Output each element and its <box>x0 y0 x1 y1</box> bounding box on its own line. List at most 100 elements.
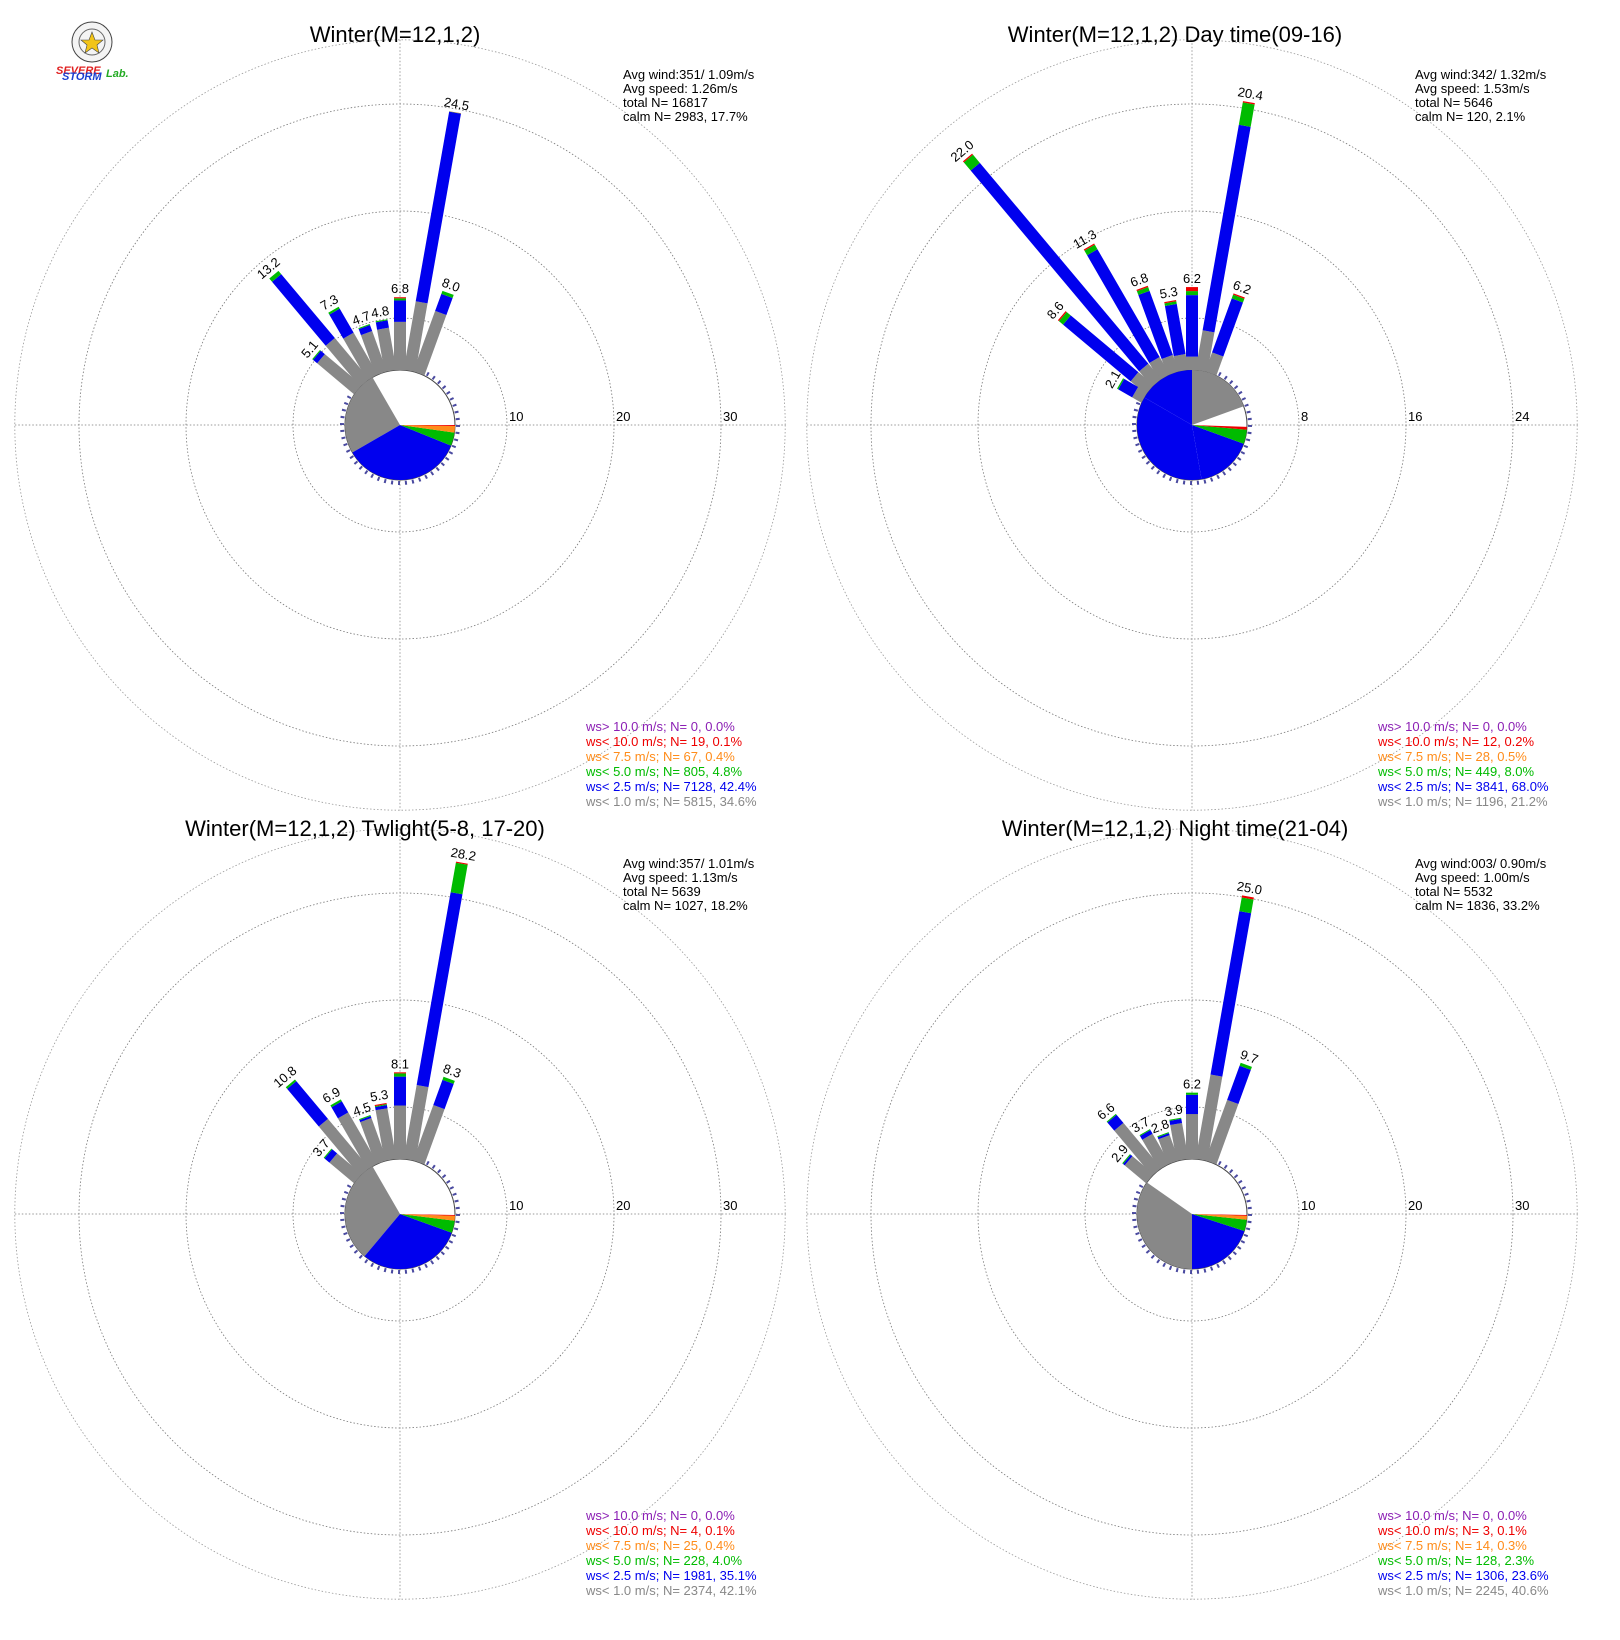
bar-value-label: 25.0 <box>1236 878 1264 897</box>
panel-title: Winter(M=12,1,2) <box>310 22 481 47</box>
calm-pie-sector <box>364 1214 452 1269</box>
bar-value-label: 9.7 <box>1238 1047 1260 1067</box>
legend-entry: ws> 10.0 m/s; N= 0, 0.0% <box>585 1508 735 1523</box>
stats-line: Avg speed: 1.53m/s <box>1415 81 1530 96</box>
legend-entry: ws< 5.0 m/s; N= 805, 4.8% <box>585 764 743 779</box>
wind-bar-segment <box>272 274 335 346</box>
bar-value-label: 5.3 <box>1158 284 1178 302</box>
wind-bar-segment <box>441 290 454 298</box>
panel-title: Winter(M=12,1,2) Night time(21-04) <box>1002 816 1349 841</box>
ring-label: 30 <box>723 1198 737 1213</box>
bar-value-label: 24.5 <box>443 94 471 113</box>
bar-value-label: 6.8 <box>1128 270 1150 290</box>
wind-bar-segment <box>1161 354 1179 376</box>
wind-bar-segment <box>1124 1156 1154 1184</box>
stats-line: Avg wind:342/ 1.32m/s <box>1415 67 1547 82</box>
calm-pie-sector <box>400 425 455 426</box>
wind-bar-segment <box>1202 124 1251 333</box>
ring-label: 24 <box>1515 409 1529 424</box>
bar-value-label: 2.8 <box>1149 1116 1171 1136</box>
wind-bar-segment <box>1132 386 1148 403</box>
wind-bar-segment <box>1138 290 1173 360</box>
wind-bar-segment <box>1142 1133 1170 1170</box>
bar-value-label: 8.1 <box>391 1056 409 1071</box>
wind-bar-segment <box>1195 330 1215 372</box>
ring-circle <box>292 1106 508 1322</box>
legend-entry: ws< 2.5 m/s; N= 3841, 68.0% <box>1377 779 1549 794</box>
stats-line: total N= 5639 <box>623 884 701 899</box>
calm-pie-sector <box>1192 1214 1247 1216</box>
wind-bar-segment <box>360 1118 387 1165</box>
legend-entry: ws< 5.0 m/s; N= 128, 2.3% <box>1377 1553 1535 1568</box>
wind-bar-segment <box>375 320 389 330</box>
wind-bar-segment <box>1083 243 1095 251</box>
wind-bar-segment <box>329 308 354 339</box>
calm-pie-sector <box>1192 425 1244 480</box>
wind-bar-segment <box>330 1099 342 1108</box>
wind-bar-segment <box>313 350 325 364</box>
stats-line: total N= 5646 <box>1415 95 1493 110</box>
wind-bar-segment <box>413 310 447 376</box>
legend-entry: ws> 10.0 m/s; N= 0, 0.0% <box>585 719 735 734</box>
wind-bar-segment <box>1239 1062 1252 1070</box>
legend-entry: ws< 5.0 m/s; N= 449, 8.0% <box>1377 764 1535 779</box>
legend-entry: ws< 7.5 m/s; N= 14, 0.3% <box>1377 1538 1527 1553</box>
wind-bar-segment <box>1212 298 1243 357</box>
panel-title: Winter(M=12,1,2) Twlight(5-8, 17-20) <box>185 816 545 841</box>
wind-bar-segment <box>1173 353 1189 372</box>
calm-pie-sector <box>400 425 455 446</box>
legend-entry: ws< 7.5 m/s; N= 67, 0.4% <box>585 749 735 764</box>
legend-entry: ws< 2.5 m/s; N= 7128, 42.4% <box>585 779 757 794</box>
stats-line: Avg wind:003/ 0.90m/s <box>1415 856 1547 871</box>
calm-pie-sector <box>1144 370 1192 425</box>
ring-label: 30 <box>723 409 737 424</box>
bar-value-label: 8.3 <box>441 1061 463 1081</box>
wind-bar-segment <box>413 1104 445 1165</box>
wind-bar-segment <box>1205 352 1224 376</box>
minor-direction-ticks <box>340 1154 460 1274</box>
stats-line: Avg wind:357/ 1.01m/s <box>623 856 755 871</box>
ring-label: 10 <box>509 1198 523 1213</box>
wind-rose-panel-3: 10 20 3028.28.38.15.34.56.910.83.7Winter(M… <box>14 816 786 1600</box>
legend-entry: ws< 1.0 m/s; N= 2245, 40.6% <box>1377 1583 1549 1598</box>
wind-bar-segment <box>1139 1129 1151 1137</box>
logo-seal-inner-ring <box>78 28 106 56</box>
wind-bar-segment <box>1210 911 1252 1077</box>
wind-bar-segment <box>343 332 378 381</box>
legend-entry: ws< 10.0 m/s; N= 19, 0.1% <box>585 734 743 749</box>
legend-entry: ws< 1.0 m/s; N= 2374, 42.1% <box>585 1583 757 1598</box>
stats-line: Avg speed: 1.26m/s <box>623 81 738 96</box>
wind-bar-segment <box>337 1112 378 1170</box>
wind-bar-segment <box>358 325 373 336</box>
wind-bar-segment <box>360 331 387 376</box>
stats-line: total N= 5532 <box>1415 884 1493 899</box>
ring-circle <box>1084 317 1300 533</box>
wind-rose-panel-1: 10 20 3024.58.06.84.84.77.313.25.1Winter(M… <box>14 22 786 811</box>
legend-entry: ws> 10.0 m/s; N= 0, 0.0% <box>1377 719 1527 734</box>
wind-bar-segment <box>317 354 362 395</box>
bar-value-label: 20.4 <box>1237 84 1265 103</box>
wind-bar-segment <box>329 1153 362 1184</box>
panel-title: Winter(M=12,1,2) Day time(09-16) <box>1008 22 1342 47</box>
wind-bar-segment <box>287 1081 328 1127</box>
stats-line: calm N= 1836, 33.2% <box>1415 898 1540 913</box>
wind-bar-segment <box>328 306 340 315</box>
stats-line: total N= 16817 <box>623 95 708 110</box>
ring-label: 10 <box>509 409 523 424</box>
calm-pie-sector <box>1137 397 1202 480</box>
logo-word-severe: SEVERE <box>56 65 101 77</box>
bar-value-label: 6.2 <box>1231 277 1253 297</box>
calm-pie-sector <box>1137 1182 1192 1269</box>
wind-bar-segment <box>1170 1122 1189 1161</box>
stats-line: calm N= 120, 2.1% <box>1415 109 1526 124</box>
calm-pie-sector <box>1192 1214 1245 1270</box>
ring-label: 20 <box>616 409 630 424</box>
wind-bar-segment <box>962 153 973 163</box>
logo-star-icon <box>80 31 104 54</box>
wind-bar-segment <box>324 1149 338 1163</box>
wind-bar-segment <box>1195 1074 1223 1161</box>
wind-bar-segment <box>1227 1065 1251 1105</box>
wind-bar-segment <box>963 154 980 171</box>
wind-bar-segment <box>1158 1135 1179 1165</box>
ring-label: 16 <box>1408 409 1422 424</box>
